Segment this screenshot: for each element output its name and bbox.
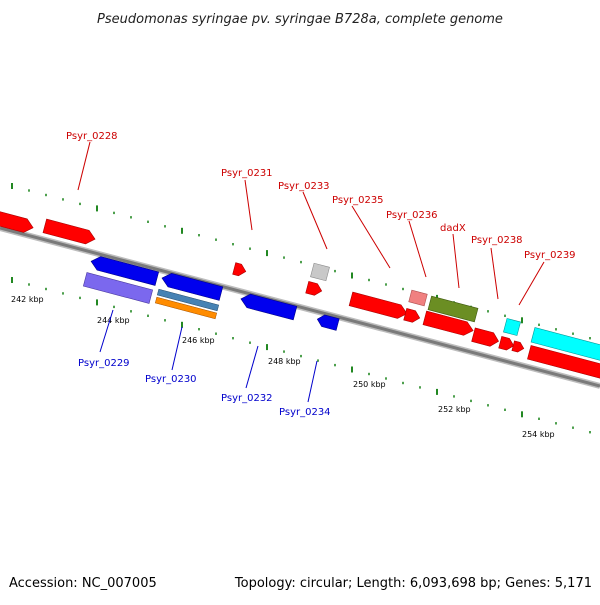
gene-label-psyr-0239[interactable]: Psyr_0239	[524, 250, 576, 261]
gene-arrow-psyr-0230-domain-a[interactable]	[156, 288, 220, 312]
genome-summary: Topology: circular; Length: 6,093,698 bp…	[234, 576, 592, 591]
gene-label-dadx[interactable]: dadX	[440, 223, 466, 234]
gene-label-psyr-0232[interactable]: Psyr_0232	[221, 393, 273, 404]
gene-label-psyr-0229[interactable]: Psyr_0229	[78, 358, 130, 369]
tick-label-246: 246 kbp	[182, 336, 215, 345]
gene-arrow-psyr-0236b[interactable]	[422, 310, 475, 337]
accession-label: Accession: NC_007005	[9, 576, 157, 591]
label-leader-lines	[77, 141, 545, 403]
gene-arrow-psyr-0233[interactable]	[310, 262, 330, 282]
forward-genes	[0, 209, 600, 381]
gene-label-psyr-0236[interactable]: Psyr_0236	[386, 210, 438, 221]
gene-label-psyr-0234[interactable]: Psyr_0234	[279, 407, 331, 418]
gene-arrow-psyr-0231[interactable]	[232, 262, 248, 278]
gene-label-psyr-0231[interactable]: Psyr_0231	[221, 168, 273, 179]
tick-label-252: 252 kbp	[438, 405, 471, 414]
gene-arrow-psyr-0229[interactable]	[89, 255, 160, 286]
gene-label-psyr-0230[interactable]: Psyr_0230	[145, 374, 197, 385]
tick-label-250: 250 kbp	[353, 380, 386, 389]
gene-arrow-psyr-0237c[interactable]	[511, 340, 525, 353]
gene-arrow-psyr-0233b[interactable]	[305, 281, 324, 296]
reverse-genes	[82, 255, 340, 331]
forward-strand-ticks	[11, 183, 591, 340]
gene-label-psyr-0235[interactable]: Psyr_0235	[332, 195, 384, 206]
reverse-strand-ticks	[11, 277, 591, 434]
gene-arrow-psyr-0240[interactable]	[527, 345, 600, 381]
gene-arrow-psyr-0235[interactable]	[348, 291, 409, 320]
gene-arrow-psyr-0232[interactable]	[239, 292, 298, 321]
genome-backbone	[0, 225, 600, 389]
map-title: Pseudomonas syringae pv. syringae B728a,…	[97, 12, 503, 27]
gene-arrow-psyr-0230[interactable]	[160, 271, 224, 301]
scale-labels: 242 kbp 244 kbp 246 kbp 248 kbp 250 kbp …	[11, 295, 555, 439]
gene-arrow-psyr-0228[interactable]	[42, 218, 97, 246]
gene-arrow-psyr-0230-domain-b[interactable]	[154, 296, 218, 320]
gene-arrow-psyr-0236[interactable]	[408, 289, 428, 307]
gene-arrow-psyr-0227[interactable]	[0, 209, 35, 235]
tick-label-244: 244 kbp	[97, 316, 130, 325]
gene-arrow-psyr-0235b[interactable]	[403, 308, 422, 323]
gene-arrow-psyr-0237[interactable]	[471, 327, 501, 348]
gene-arrow-psyr-0239[interactable]	[530, 327, 600, 363]
gene-arrow-dadx[interactable]	[427, 295, 479, 323]
tick-label-254: 254 kbp	[522, 430, 555, 439]
gene-label-psyr-0238[interactable]: Psyr_0238	[471, 235, 523, 246]
gene-arrow-psyr-0229-domain[interactable]	[82, 272, 154, 304]
gene-labels: Psyr_0228 Psyr_0229 Psyr_0230 Psyr_0231 …	[66, 131, 576, 418]
gene-label-psyr-0233[interactable]: Psyr_0233	[278, 181, 330, 192]
gene-arrow-psyr-0234[interactable]	[316, 313, 340, 331]
gene-arrow-psyr-0238[interactable]	[503, 318, 521, 336]
tick-label-248: 248 kbp	[268, 357, 301, 366]
gene-label-psyr-0228[interactable]: Psyr_0228	[66, 131, 118, 142]
tick-label-242: 242 kbp	[11, 295, 44, 304]
gene-arrow-psyr-0237b[interactable]	[498, 336, 516, 351]
